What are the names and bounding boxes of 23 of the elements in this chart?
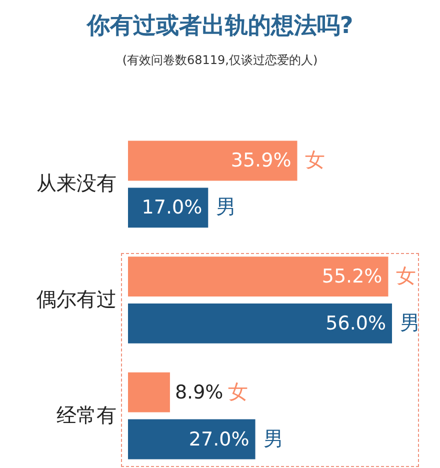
series-label: 男 xyxy=(216,194,236,219)
data-label: 17.0% xyxy=(142,196,202,219)
bar xyxy=(128,304,392,344)
data-label: 56.0% xyxy=(326,312,386,334)
data-label: 8.9% xyxy=(174,381,224,404)
data-label: 35.9% xyxy=(230,150,292,172)
text: 男 xyxy=(263,426,284,450)
text: 女 xyxy=(396,264,416,288)
text: 女 xyxy=(228,379,248,404)
y-tick-label: 经常有 xyxy=(56,402,116,427)
y-tick-label: 从来没有 xyxy=(36,171,116,196)
data-label: 27.0% xyxy=(188,428,250,450)
text: 男 xyxy=(400,310,420,334)
y-tick-label: 偶尔有过 xyxy=(36,287,116,311)
chart-subtitle: (有效问卷数68119,仅谈过恋爱的人) xyxy=(121,52,319,69)
chart-title: 你有过或者出轨的想法吗? xyxy=(85,12,354,41)
bar xyxy=(128,256,388,296)
bar xyxy=(128,140,298,181)
data-label: 55.2% xyxy=(322,266,382,288)
bar xyxy=(128,372,170,412)
bar xyxy=(128,188,208,228)
series-label: 女 xyxy=(305,148,326,172)
bar xyxy=(128,419,256,460)
